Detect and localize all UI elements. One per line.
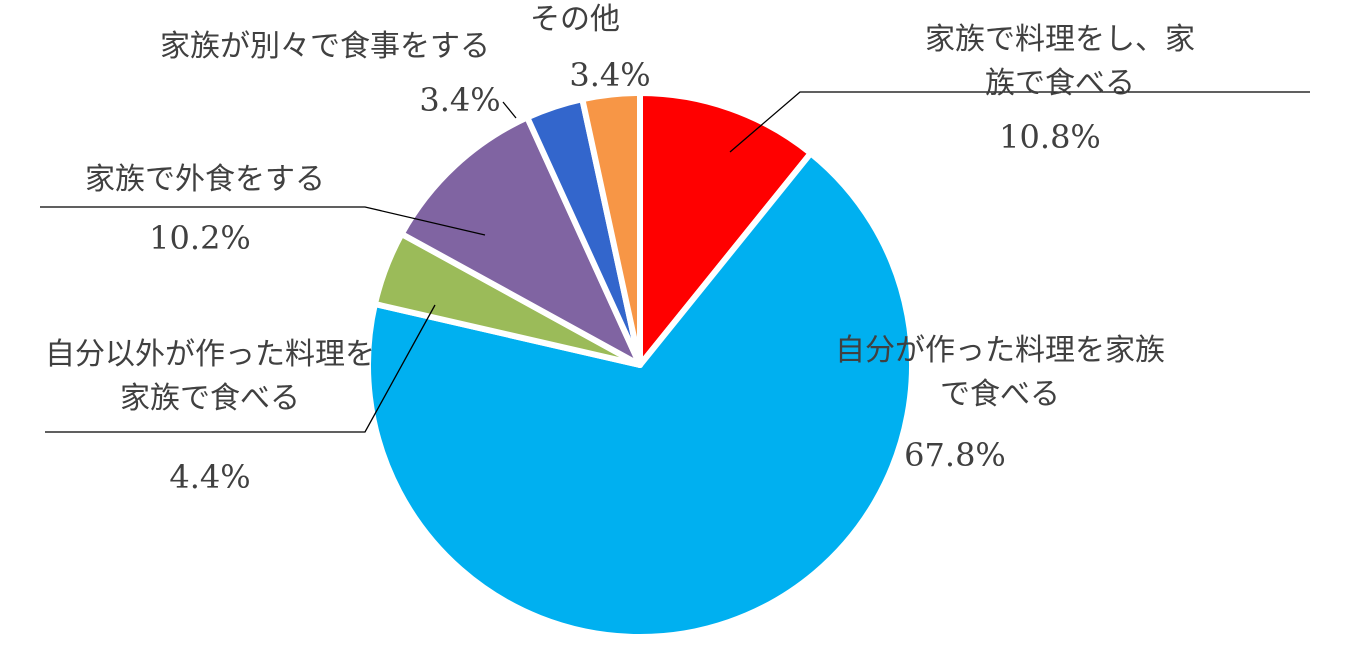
category-label: 家族で外食をする: [85, 162, 325, 197]
pie-slice: [365, 150, 915, 640]
leader-line: [729, 91, 1310, 153]
leader-lines: [40, 91, 1310, 433]
slices: [365, 90, 915, 640]
pie-slice: [637, 90, 814, 368]
value-label: 3.4%: [569, 56, 651, 94]
category-label: その他: [530, 2, 620, 37]
value-label: 10.2%: [149, 219, 251, 257]
category-label: 自分以外が作った料理を 家族で食べる: [45, 337, 375, 416]
category-label: 自分が作った料理を家族で食べる: [835, 333, 1165, 412]
category-label: 家族で料理をし、家族で食べる: [925, 22, 1195, 101]
value-label: 4.4%: [169, 458, 251, 496]
value-label: 3.4%: [419, 81, 501, 119]
leader-line: [40, 206, 486, 236]
pie-slice: [398, 114, 643, 368]
leader-line: [502, 101, 517, 119]
value-label: 67.8%: [904, 436, 1006, 474]
category-label: 家族が別々で食事をする: [160, 29, 490, 64]
value-label: 10.8%: [999, 118, 1101, 156]
leader-line: [45, 304, 436, 433]
pie-slice: [579, 90, 643, 368]
